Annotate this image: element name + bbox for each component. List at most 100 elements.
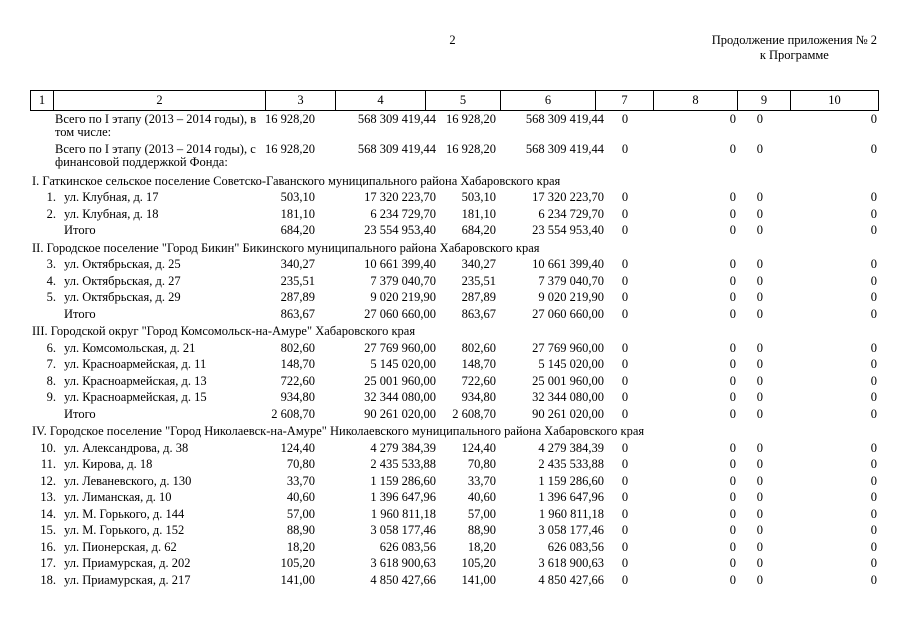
value-cell: 626 083,56 xyxy=(547,539,604,554)
value-cell: 181,10 xyxy=(280,206,315,221)
value-cell: 0 xyxy=(756,473,763,488)
row-label: ул. Комсомольская, д. 21 xyxy=(64,340,196,355)
value-cell: 70,80 xyxy=(467,457,496,472)
value-cell: 57,00 xyxy=(286,506,315,521)
value-cell: 2 608,70 xyxy=(271,406,315,421)
value-cell: 0 xyxy=(870,357,877,372)
value-cell: 934,80 xyxy=(461,390,496,405)
value-cell: 0 xyxy=(756,523,763,538)
value-cell: 5 145 020,00 xyxy=(538,357,604,372)
row-number: 6. xyxy=(46,340,56,355)
value-cell: 4 850 427,66 xyxy=(370,572,436,587)
value-cell: 235,51 xyxy=(461,273,496,288)
column-header-cell: 1 xyxy=(31,91,54,110)
value-cell: 0 xyxy=(621,257,629,272)
value-cell: 235,51 xyxy=(280,273,315,288)
value-cell: 6 234 729,70 xyxy=(370,206,436,221)
value-cell: 0 xyxy=(621,112,629,126)
column-header-cell: 3 xyxy=(266,91,336,110)
value-cell: 1 396 647,96 xyxy=(370,490,436,505)
item-row: 7. ул. Красноармейская, д. 11 148,70 5 145 … xyxy=(30,356,880,373)
row-number: 12. xyxy=(40,473,56,488)
section-row: IV. Городское поселение "Город Николаевс… xyxy=(30,423,880,440)
value-cell: 0 xyxy=(756,572,763,587)
row-label: ул. Пионерская, д. 62 xyxy=(64,539,177,554)
row-label: ул. Октябрьская, д. 29 xyxy=(64,290,181,305)
value-cell: 863,67 xyxy=(461,306,496,321)
value-cell: 0 xyxy=(621,390,629,405)
value-cell: 684,20 xyxy=(280,223,315,238)
row-label: ул. Александрова, д. 38 xyxy=(64,440,189,455)
value-cell: 27 769 960,00 xyxy=(364,340,436,355)
value-cell: 0 xyxy=(729,539,736,554)
row-number: 16. xyxy=(40,539,56,554)
value-cell: 0 xyxy=(756,206,763,221)
row-number: 4. xyxy=(46,273,56,288)
value-cell: 0 xyxy=(621,473,629,488)
row-number: 18. xyxy=(40,572,56,587)
value-cell: 0 xyxy=(621,490,629,505)
value-cell: 0 xyxy=(756,406,763,421)
value-cell: 0 xyxy=(729,390,736,405)
value-cell: 503,10 xyxy=(461,190,496,205)
row-number: 5. xyxy=(46,290,56,305)
value-cell: 6 234 729,70 xyxy=(538,206,604,221)
value-cell: 32 344 080,00 xyxy=(532,390,604,405)
row-number: 3. xyxy=(46,257,56,272)
value-cell: 0 xyxy=(729,473,736,488)
row-label: ул. Кирова, д. 18 xyxy=(64,457,153,472)
value-cell: 0 xyxy=(870,572,877,587)
value-cell: 0 xyxy=(756,190,763,205)
value-cell: 18,20 xyxy=(467,539,496,554)
value-cell: 287,89 xyxy=(461,290,496,305)
value-cell: 3 058 177,46 xyxy=(370,523,436,538)
value-cell: 0 xyxy=(729,406,736,421)
total-row: Итого 2 608,70 90 261 020,00 2 608,70 90 261… xyxy=(30,406,880,423)
value-cell: 0 xyxy=(729,373,736,388)
value-cell: 1 396 647,96 xyxy=(538,490,604,505)
value-cell: 148,70 xyxy=(280,357,315,372)
value-cell: 0 xyxy=(729,457,736,472)
value-cell: 1 960 811,18 xyxy=(370,506,436,521)
value-cell: 722,60 xyxy=(461,373,496,388)
value-cell: 0 xyxy=(621,457,629,472)
item-row: 15. ул. М. Горького, д. 152 88,90 3 058 177… xyxy=(30,522,880,539)
value-cell: 90 261 020,00 xyxy=(532,406,604,421)
value-cell: 181,10 xyxy=(461,206,496,221)
value-cell: 0 xyxy=(756,257,763,272)
value-cell: 0 xyxy=(756,141,763,156)
column-header-cell: 2 xyxy=(54,91,266,110)
value-cell: 23 554 953,40 xyxy=(364,223,436,238)
value-cell: 0 xyxy=(621,373,629,388)
value-cell: 27 769 960,00 xyxy=(532,340,604,355)
value-cell: 0 xyxy=(729,572,736,587)
value-cell: 722,60 xyxy=(280,373,315,388)
item-row: 3. ул. Октябрьская, д. 25 340,27 10 661 399… xyxy=(30,256,880,273)
value-cell: 340,27 xyxy=(461,257,496,272)
row-number: 11. xyxy=(40,457,56,472)
value-cell: 0 xyxy=(756,112,763,126)
value-cell: 568 309 419,44 xyxy=(357,112,436,126)
value-cell: 0 xyxy=(621,190,629,205)
value-cell: 4 850 427,66 xyxy=(538,572,604,587)
continuation-note: Продолжение приложения № 2 к Программе xyxy=(712,33,877,63)
value-cell: 568 309 419,44 xyxy=(525,141,604,156)
item-row: 4. ул. Октябрьская, д. 27 235,51 7 379 040,… xyxy=(30,273,880,290)
value-cell: 17 320 223,70 xyxy=(364,190,436,205)
item-row: 18. ул. Приамурская, д. 217 141,00 4 850 42… xyxy=(30,572,880,589)
value-cell: 0 xyxy=(756,357,763,372)
row-label: ул. Приамурская, д. 217 xyxy=(64,572,191,587)
value-cell: 0 xyxy=(621,572,629,587)
value-cell: 1 159 286,60 xyxy=(370,473,436,488)
column-header-cell: 7 xyxy=(596,91,654,110)
value-cell: 0 xyxy=(621,340,629,355)
value-cell: 0 xyxy=(621,141,629,156)
value-cell: 0 xyxy=(756,373,763,388)
item-row: 1. ул. Клубная, д. 17 503,10 17 320 223,70 5… xyxy=(30,189,880,206)
row-label: ул. Леваневского, д. 130 xyxy=(64,473,192,488)
value-cell: 1 159 286,60 xyxy=(538,473,604,488)
value-cell: 5 145 020,00 xyxy=(370,357,436,372)
value-cell: 148,70 xyxy=(461,357,496,372)
row-label: ул. Октябрьская, д. 27 xyxy=(64,273,181,288)
value-cell: 0 xyxy=(729,112,736,126)
